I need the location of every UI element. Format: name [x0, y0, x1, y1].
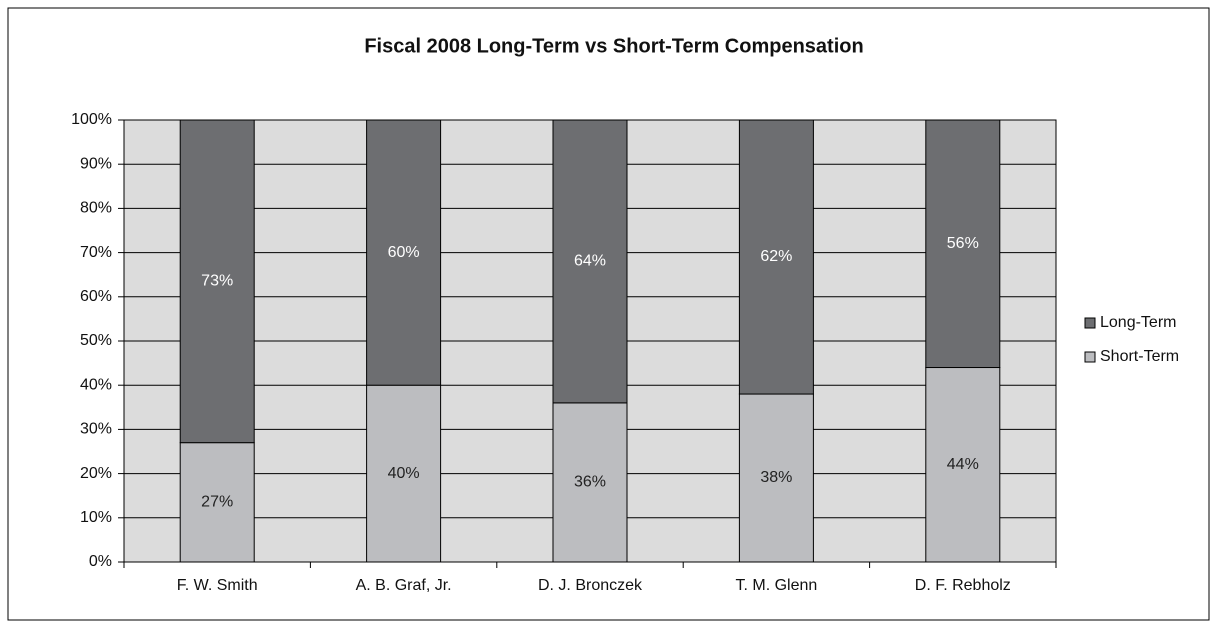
bar-segment [179, 442, 255, 563]
value-label: 62% [760, 248, 792, 265]
value-label: 40% [388, 465, 420, 482]
x-tick-label: D. F. Rebholz [915, 577, 1011, 594]
y-tick-label: 90% [80, 155, 112, 172]
y-tick-label: 20% [80, 465, 112, 482]
x-tick-label: F. W. Smith [177, 577, 258, 594]
x-tick-label: D. J. Bronczek [538, 577, 643, 594]
y-tick-label: 70% [80, 244, 112, 261]
bar-segment [738, 119, 814, 395]
x-tick-label: T. M. Glenn [735, 577, 817, 594]
y-tick-label: 60% [80, 288, 112, 305]
value-label: 56% [947, 235, 979, 252]
value-label: 38% [760, 469, 792, 486]
bar-segment [552, 119, 628, 404]
y-tick-label: 10% [80, 509, 112, 526]
x-tick-label: A. B. Graf, Jr. [356, 577, 452, 594]
value-label: 60% [388, 244, 420, 261]
bar-segment [738, 393, 814, 563]
bar-segment [366, 384, 442, 563]
value-label: 73% [201, 273, 233, 290]
value-label: 27% [201, 494, 233, 511]
bar-segment [925, 367, 1001, 563]
y-tick-label: 100% [71, 111, 112, 128]
legend-swatch [1084, 351, 1096, 363]
legend-swatch [1084, 317, 1096, 329]
y-tick-label: 80% [80, 200, 112, 217]
bar-segment [366, 119, 442, 386]
y-tick-label: 30% [80, 421, 112, 438]
legend-label: Long-Term [1100, 314, 1176, 331]
value-label: 64% [574, 253, 606, 270]
y-tick-label: 0% [89, 553, 112, 570]
y-tick-label: 50% [80, 332, 112, 349]
bar-segment [179, 119, 255, 444]
value-label: 36% [574, 474, 606, 491]
legend-label: Short-Term [1100, 348, 1179, 365]
y-tick-label: 40% [80, 376, 112, 393]
bar-segment [925, 119, 1001, 369]
chart-title: Fiscal 2008 Long-Term vs Short-Term Comp… [364, 35, 863, 57]
bar-segment [552, 402, 628, 563]
value-label: 44% [947, 456, 979, 473]
